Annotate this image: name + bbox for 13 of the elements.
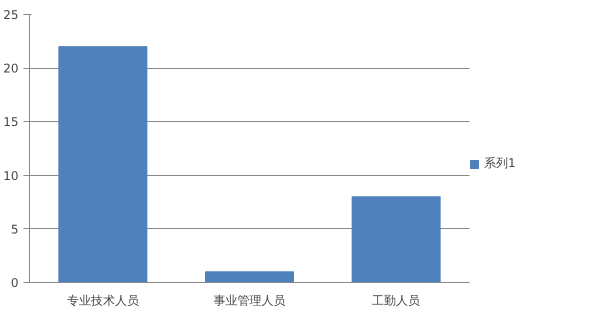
bar xyxy=(58,46,148,282)
x-tick-label: 事业管理人员 xyxy=(214,294,286,308)
y-tick-label: 25 xyxy=(3,8,19,22)
y-tick-label: 10 xyxy=(3,168,19,183)
bar xyxy=(352,196,441,282)
x-tick-label: 工勤人员 xyxy=(372,294,420,308)
y-tick-label: 20 xyxy=(3,62,19,76)
x-tick-label: 专业技术人员 xyxy=(66,294,139,308)
y-tick-label: 0 xyxy=(10,276,19,290)
y-tick-label: 5 xyxy=(10,222,19,236)
bar xyxy=(205,271,294,282)
y-tick-label: 15 xyxy=(3,115,19,130)
legend-label: 系列1 xyxy=(484,155,516,172)
